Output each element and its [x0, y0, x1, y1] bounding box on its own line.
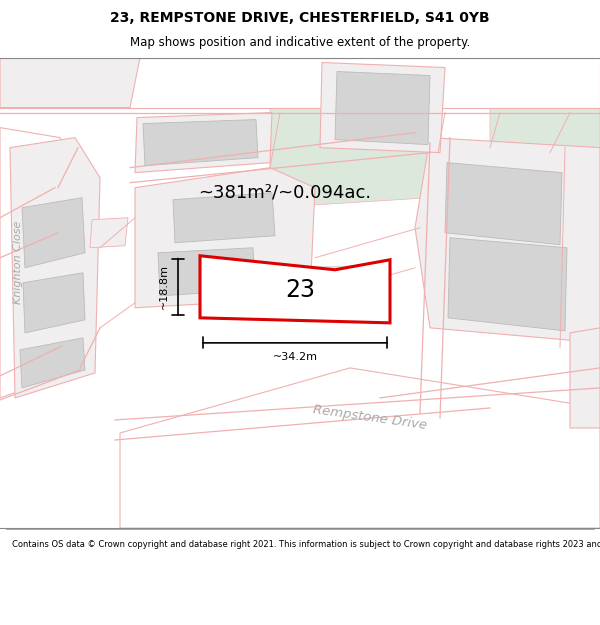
Polygon shape	[445, 162, 562, 245]
Polygon shape	[0, 127, 95, 398]
Polygon shape	[490, 58, 600, 158]
Text: Knighton Close: Knighton Close	[13, 221, 23, 304]
Polygon shape	[448, 238, 567, 331]
Text: ~381m²/~0.094ac.: ~381m²/~0.094ac.	[199, 184, 371, 202]
Polygon shape	[570, 328, 600, 428]
Polygon shape	[173, 192, 275, 242]
Polygon shape	[0, 58, 600, 108]
Polygon shape	[90, 217, 128, 248]
Polygon shape	[270, 58, 440, 208]
Polygon shape	[200, 256, 390, 323]
Polygon shape	[120, 368, 600, 528]
Polygon shape	[23, 272, 85, 333]
Polygon shape	[320, 62, 445, 152]
Text: ~34.2m: ~34.2m	[272, 352, 317, 362]
Polygon shape	[216, 266, 355, 310]
Polygon shape	[135, 112, 272, 173]
Text: Rempstone Drive: Rempstone Drive	[312, 404, 428, 432]
Polygon shape	[0, 58, 140, 108]
Polygon shape	[22, 198, 85, 268]
Text: Map shows position and indicative extent of the property.: Map shows position and indicative extent…	[130, 36, 470, 49]
Text: Contains OS data © Crown copyright and database right 2021. This information is : Contains OS data © Crown copyright and d…	[12, 540, 600, 549]
Polygon shape	[20, 338, 85, 388]
Text: 23: 23	[285, 278, 315, 302]
Polygon shape	[10, 138, 100, 398]
Polygon shape	[158, 248, 255, 296]
Text: ~18.8m: ~18.8m	[159, 264, 169, 309]
Polygon shape	[135, 168, 315, 308]
Text: 23, REMPSTONE DRIVE, CHESTERFIELD, S41 0YB: 23, REMPSTONE DRIVE, CHESTERFIELD, S41 0…	[110, 11, 490, 26]
Polygon shape	[335, 71, 430, 144]
Polygon shape	[143, 119, 258, 166]
Polygon shape	[415, 138, 600, 343]
